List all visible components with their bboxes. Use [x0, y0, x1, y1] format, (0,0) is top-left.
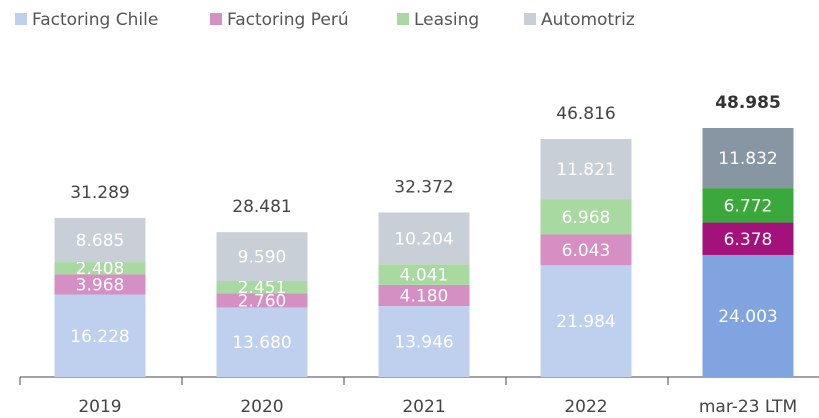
bar-segment	[54, 262, 146, 275]
value-label: 4.180	[400, 286, 449, 306]
value-label: 11.832	[718, 149, 777, 169]
bar-segment	[540, 234, 632, 266]
bar-segment	[378, 306, 470, 377]
bar-segment	[216, 280, 308, 294]
bar-segment	[702, 188, 794, 223]
bar-segment	[702, 127, 794, 189]
legend-label: Factoring Perú	[227, 10, 349, 30]
bar-segment	[540, 265, 632, 377]
bar-segment	[540, 139, 632, 200]
x-tick-label: 2019	[78, 397, 121, 417]
value-label: 10.204	[394, 229, 453, 249]
value-label: 2.451	[238, 278, 287, 298]
total-label: 28.481	[232, 197, 291, 217]
bar-segment	[540, 199, 632, 235]
bar-segment	[702, 222, 794, 255]
bar-segment	[54, 294, 146, 377]
x-tick-label: mar-23 LTM	[699, 397, 797, 417]
legend-swatch	[210, 13, 222, 25]
bar-segment	[216, 307, 308, 377]
bar-segment	[54, 274, 146, 295]
value-label: 9.590	[238, 248, 287, 268]
total-label: 32.372	[394, 177, 453, 197]
value-label: 4.041	[400, 266, 449, 286]
bar-segment	[702, 254, 794, 377]
value-label: 3.968	[76, 275, 125, 295]
value-label: 2.408	[76, 259, 125, 279]
bar-segment	[54, 217, 146, 263]
value-label: 6.378	[724, 230, 773, 250]
value-label: 11.821	[556, 160, 615, 180]
legend-swatch	[397, 13, 409, 25]
value-label: 16.228	[70, 327, 129, 347]
bar-segment	[216, 293, 308, 308]
x-tick-label: 2022	[564, 397, 607, 417]
x-tick-label: 2020	[240, 397, 283, 417]
value-label: 6.968	[562, 208, 611, 228]
bar-segment	[216, 232, 308, 281]
x-tick-label: 2021	[402, 397, 445, 417]
value-label: 6.043	[562, 241, 611, 261]
value-label: 13.680	[232, 333, 291, 353]
value-label: 6.772	[724, 196, 773, 216]
value-label: 21.984	[556, 312, 615, 332]
legend-swatch	[524, 13, 536, 25]
total-label: 46.816	[556, 104, 615, 124]
legend-label: Factoring Chile	[32, 10, 158, 30]
value-label: 8.685	[76, 231, 125, 251]
total-label: 31.289	[70, 183, 129, 203]
bar-segment	[378, 284, 470, 307]
bar-segment	[378, 264, 470, 285]
value-label: 24.003	[718, 307, 777, 327]
legend-label: Leasing	[414, 10, 479, 30]
value-label: 13.946	[394, 333, 453, 353]
value-label: 2.760	[238, 291, 287, 311]
total-label: 48.985	[715, 93, 781, 113]
bar-segment	[378, 212, 470, 265]
legend-label: Automotriz	[541, 10, 635, 30]
legend-swatch	[15, 13, 27, 25]
